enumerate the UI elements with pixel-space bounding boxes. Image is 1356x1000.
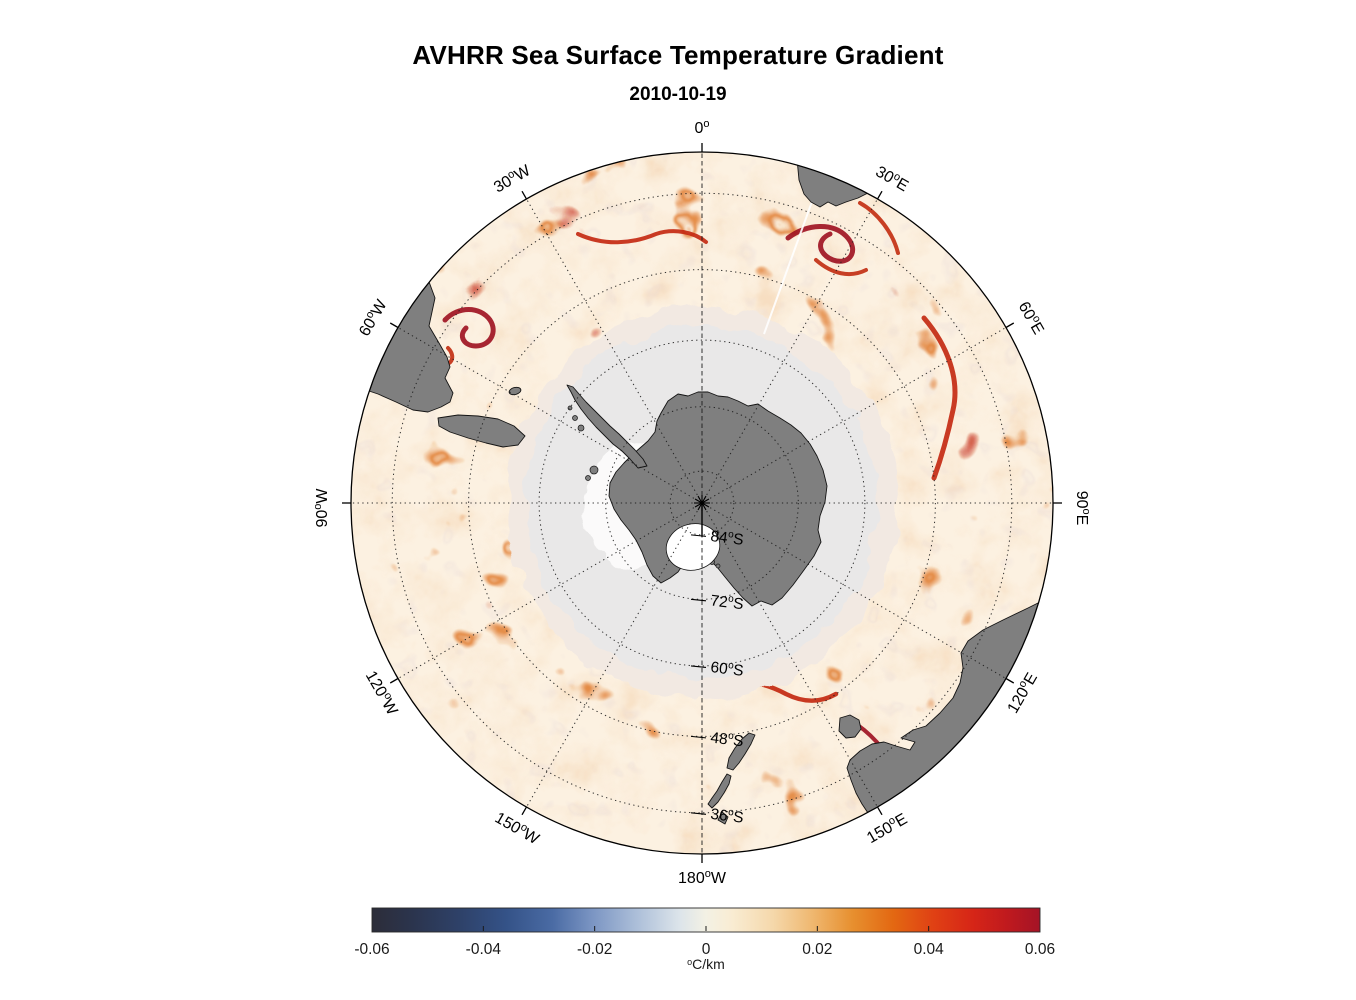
lat-tick-36S xyxy=(690,812,707,815)
lat-circle-84S xyxy=(669,470,735,536)
lon-label-60E: 60oE xyxy=(1015,298,1049,337)
rim-tick-30E xyxy=(876,190,883,200)
meridian-150E xyxy=(701,502,878,808)
colorbar-tick-label-0.02: 0.02 xyxy=(802,941,832,958)
colorbar: -0.06 -0.04 -0.02 0 0.02 0.04 0.06 oC/km xyxy=(354,907,1055,972)
map-rim xyxy=(342,143,1062,863)
lat-label-60S: 60oS xyxy=(710,658,745,680)
graticule xyxy=(351,152,1053,854)
plot-date-subtitle: 2010-10-19 xyxy=(629,84,727,105)
lon-label-150E: 150oE xyxy=(863,809,910,847)
rim-tick-60E xyxy=(1005,322,1015,329)
rim-tick-30W xyxy=(521,190,528,200)
colorbar-tick-label-0.06: 0.06 xyxy=(1025,941,1055,958)
lat-tick-84S xyxy=(690,534,707,537)
land-tierra-del-fuego xyxy=(437,414,526,448)
land-antarctic-peninsula xyxy=(566,384,648,469)
lon-label-120E: 120oE xyxy=(1003,669,1041,716)
colorbar-tick-labels: -0.06 -0.04 -0.02 0 0.02 0.04 0.06 xyxy=(354,941,1055,958)
lon-label-90W: 90oW xyxy=(312,488,331,528)
lon-label-90E: 90oE xyxy=(1073,491,1092,526)
land-falkland-islands xyxy=(508,386,522,396)
meridian-120E xyxy=(701,502,1007,679)
lat-circle-36S xyxy=(391,192,1013,814)
colorbar-tick-label-0.04: 0.04 xyxy=(914,941,945,958)
ross-ice-shelf xyxy=(665,523,721,571)
lon-label-180W: 180oW xyxy=(678,868,727,887)
lat-label-36S: 36oS xyxy=(710,805,745,827)
meridian-30W xyxy=(526,198,703,504)
land-tasmania xyxy=(838,714,862,739)
page-title: AVHRR Sea Surface Temperature Gradient xyxy=(412,40,944,70)
rim-tick-120E xyxy=(1005,677,1015,684)
colorbar-unit-label: oC/km xyxy=(687,956,725,972)
rim-tick-150E xyxy=(876,806,883,816)
lon-label-0deg: 0o xyxy=(694,118,709,137)
colorbar-ticks xyxy=(482,926,930,931)
colorbar-tick-label--0.04: -0.04 xyxy=(466,941,502,958)
lat-label-72S: 72oS xyxy=(710,591,745,613)
lat-circle-60S xyxy=(538,339,866,667)
land-stewart-island xyxy=(717,811,729,825)
lon-label-30E: 30oE xyxy=(873,162,912,196)
colorbar-tick-label-0: 0 xyxy=(702,941,711,958)
meridian-150W xyxy=(526,502,703,808)
lon-label-60W: 60oW xyxy=(354,295,390,339)
lon-label-120W: 120oW xyxy=(362,667,403,719)
lat-tick-48S xyxy=(690,735,707,739)
rim-tick-150W xyxy=(521,806,528,816)
meridian-60W xyxy=(397,327,703,504)
colorbar-tick-label--0.02: -0.02 xyxy=(577,941,612,958)
peninsula-islands xyxy=(567,405,721,569)
meridian-60E xyxy=(701,327,1007,504)
meridian-120W xyxy=(397,502,703,679)
lon-label-30W: 30oW xyxy=(490,160,534,196)
land-new-zealand-south xyxy=(726,732,756,771)
lat-tick-72S xyxy=(690,598,707,602)
rim-tick-120W xyxy=(389,677,399,684)
lat-circle-72S xyxy=(605,406,799,600)
lon-label-150W: 150oW xyxy=(492,808,544,849)
rim-tick-60W xyxy=(389,322,399,329)
colorbar-tick-label--0.06: -0.06 xyxy=(354,941,389,958)
lat-tick-60S xyxy=(690,665,707,668)
meridian-30E xyxy=(701,198,878,504)
pole-marker xyxy=(694,495,710,537)
lat-label-84S: 84oS xyxy=(710,527,745,549)
land-new-zealand-lower xyxy=(707,773,732,809)
lat-label-48S: 48oS xyxy=(710,728,745,750)
